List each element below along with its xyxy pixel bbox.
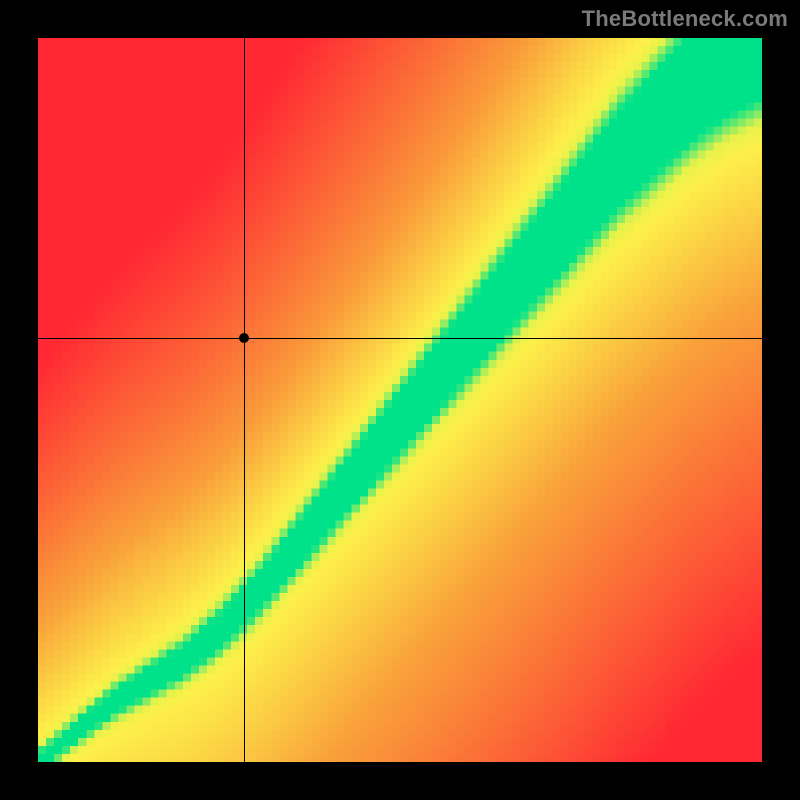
crosshair-vertical: [244, 38, 245, 762]
watermark-text: TheBottleneck.com: [582, 6, 788, 32]
chart-container: TheBottleneck.com: [0, 0, 800, 800]
heatmap-canvas: [38, 38, 762, 762]
crosshair-horizontal: [38, 338, 762, 339]
heatmap-plot: [38, 38, 762, 762]
crosshair-dot: [239, 333, 249, 343]
